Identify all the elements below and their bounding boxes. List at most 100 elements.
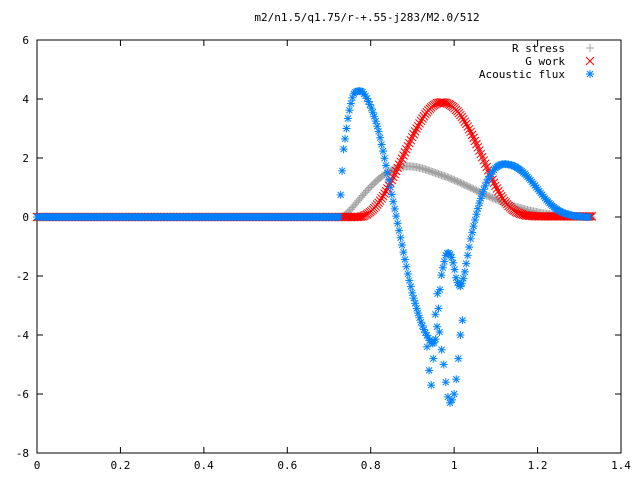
data-point — [429, 354, 438, 363]
data-point — [491, 181, 500, 191]
axis-ticks: 0 0.2 0.4 0.6 0.8 1 1.2 1.4 -8 -6 -4 -2 0 2 4 6 — [16, 34, 632, 472]
data-point — [418, 114, 427, 123]
series-3 — [423, 289, 467, 407]
data-point — [411, 299, 420, 308]
data-point — [412, 124, 421, 133]
data-point — [396, 157, 405, 167]
data-point — [358, 211, 367, 221]
legend-entry-label: Acoustic flux — [479, 68, 565, 81]
data-point — [398, 241, 406, 250]
data-point — [468, 228, 477, 237]
data-point — [379, 147, 388, 156]
data-point — [458, 316, 467, 325]
legend-entry-label: R stress — [512, 42, 565, 55]
data-point — [440, 257, 449, 266]
data-point — [396, 233, 405, 242]
x-tick-label: 1.2 — [528, 459, 548, 472]
data-point — [415, 118, 424, 128]
data-point — [404, 138, 414, 148]
data-point — [466, 127, 475, 137]
series-layer — [32, 87, 597, 407]
data-point — [402, 262, 411, 271]
data-point — [450, 265, 459, 274]
y-tick-label: 4 — [22, 93, 29, 106]
data-point — [387, 190, 396, 199]
data-point — [449, 258, 458, 267]
y-tick-label: -8 — [16, 447, 29, 460]
data-point — [386, 183, 395, 192]
data-point — [376, 133, 385, 142]
data-point — [475, 199, 484, 208]
data-point — [441, 98, 451, 108]
series-2 — [33, 87, 593, 348]
data-point — [343, 114, 352, 123]
data-point — [378, 191, 388, 201]
data-point — [397, 154, 407, 163]
data-point — [452, 375, 461, 384]
data-point — [457, 112, 467, 122]
data-point — [498, 194, 508, 203]
data-point — [373, 122, 382, 131]
x-tick-label: 0.6 — [277, 459, 297, 472]
data-point — [406, 282, 415, 291]
x-tick-label: 0.2 — [110, 459, 130, 472]
y-tick-label: -6 — [16, 388, 29, 401]
data-point — [345, 106, 354, 115]
data-point — [476, 149, 486, 159]
data-point — [482, 162, 492, 172]
data-point — [437, 345, 446, 354]
data-point — [434, 304, 443, 313]
data-point — [495, 189, 505, 199]
y-tick-label: 0 — [22, 211, 29, 224]
legend-marker — [586, 44, 594, 52]
data-point — [390, 169, 400, 179]
data-point — [460, 117, 470, 126]
data-point — [399, 151, 408, 160]
data-point — [463, 122, 473, 131]
data-point — [477, 152, 487, 162]
data-point — [380, 189, 389, 198]
data-point — [467, 130, 477, 140]
series-1 — [32, 97, 597, 222]
data-point — [335, 213, 344, 221]
data-point — [392, 212, 401, 221]
x-tick-label: 1.4 — [611, 459, 631, 472]
data-point — [465, 243, 474, 252]
data-point — [439, 360, 448, 369]
data-point — [435, 328, 444, 337]
data-point — [419, 325, 428, 334]
data-point — [476, 194, 485, 203]
data-point — [383, 168, 392, 177]
data-point — [375, 196, 385, 205]
x-tick-label: 1 — [451, 459, 458, 472]
data-point — [389, 197, 398, 206]
data-point — [336, 190, 345, 199]
data-point — [374, 127, 383, 136]
data-point — [437, 271, 446, 280]
data-point — [435, 285, 444, 294]
data-point — [394, 160, 404, 170]
data-point — [425, 366, 434, 375]
data-point — [456, 331, 465, 339]
data-point — [377, 140, 386, 149]
y-tick-label: 6 — [22, 34, 29, 47]
data-point — [407, 132, 417, 142]
legend-marker — [585, 56, 595, 66]
data-point — [380, 154, 389, 163]
plot-frame — [36, 39, 622, 454]
data-point — [442, 99, 452, 108]
data-point — [454, 354, 463, 363]
data-point — [408, 288, 417, 297]
data-point — [471, 215, 479, 224]
data-point — [461, 119, 471, 129]
data-point — [338, 166, 347, 175]
data-point — [409, 294, 418, 303]
x-tick-label: 0 — [34, 459, 41, 472]
x-tick-label: 0.4 — [194, 459, 214, 472]
data-point — [438, 263, 447, 272]
data-point — [459, 274, 468, 283]
data-point — [472, 210, 481, 219]
data-point — [479, 156, 489, 165]
chart-title: m2/n1.5/q1.75/r-+.55-j283/M2.0/512 — [254, 11, 479, 24]
